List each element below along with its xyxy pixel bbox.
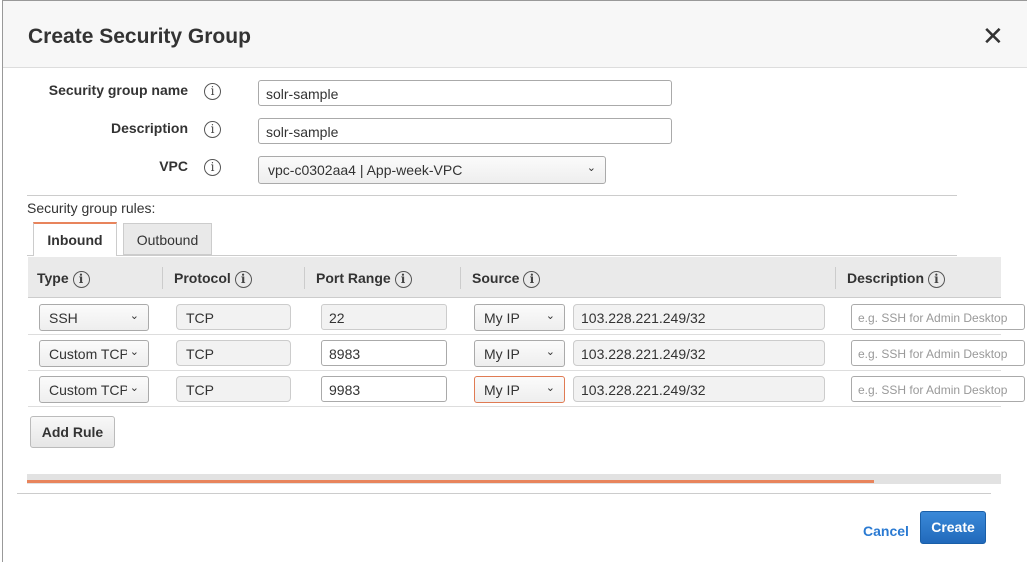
type-select[interactable]: Custom TCP Rule⌄ [39,376,149,403]
footer-divider [17,493,991,494]
name-label: Security group name [48,82,188,98]
dialog-title: Create Security Group [28,25,251,48]
table-header [28,257,1001,298]
tab-inbound[interactable]: Inbound [33,222,117,256]
tab-outbound[interactable]: Outbound [123,223,212,255]
type-value: SSH [49,310,78,326]
rules-label: Security group rules: [27,200,156,216]
create-button[interactable]: Create [920,511,986,544]
cancel-button[interactable]: Cancel [863,523,909,539]
column-separator [162,267,163,289]
chevron-down-icon: ⌄ [545,346,555,358]
vpc-value: vpc-c0302aa4 | App-week-VPC [268,162,463,178]
column-type: Type i [37,270,90,288]
info-icon[interactable]: i [72,271,90,288]
column-separator [835,267,836,289]
vpc-select[interactable]: vpc-c0302aa4 | App-week-VPC ⌄ [258,156,606,184]
row-divider [28,406,1001,407]
info-icon[interactable]: i [523,271,541,288]
info-icon[interactable]: i [204,121,221,138]
chevron-down-icon: ⌄ [129,382,139,394]
info-icon[interactable]: i [234,271,252,288]
type-value: Custom TCP Rule [49,382,127,398]
column-protocol: Protocol i [174,270,252,288]
protocol-field: TCP [176,304,291,330]
chevron-down-icon: ⌄ [586,162,596,174]
source-value: My IP [484,346,520,362]
scrollbar-thumb[interactable] [27,480,875,483]
type-value: Custom TCP Rule [49,346,127,362]
row-divider [28,370,1001,371]
column-separator [304,267,305,289]
source-select[interactable]: My IP ⌄ [474,340,565,367]
port-range-input[interactable]: 22 [321,304,447,330]
description-input[interactable]: e.g. SSH for Admin Desktop [851,376,1025,402]
description-input[interactable]: solr-sample [258,118,672,144]
source-cidr-input[interactable]: 103.228.221.249/32 [573,304,825,330]
horizontal-scrollbar[interactable] [27,474,1001,484]
source-cidr-input[interactable]: 103.228.221.249/32 [573,340,825,366]
chevron-down-icon: ⌄ [545,382,555,394]
source-cidr-input[interactable]: 103.228.221.249/32 [573,376,825,402]
info-icon[interactable]: i [204,83,221,100]
add-rule-button[interactable]: Add Rule [30,416,115,448]
column-source: Source i [472,270,541,288]
port-range-input[interactable]: 8983 [321,340,447,366]
dialog-header: Create Security Group ✕ [3,1,1027,68]
info-icon[interactable]: i [927,271,945,288]
description-label: Description [110,120,188,136]
type-select[interactable]: SSH ⌄ [39,304,149,331]
source-value: My IP [484,310,520,326]
type-select[interactable]: Custom TCP Rule⌄ [39,340,149,367]
info-icon[interactable]: i [394,271,412,288]
chevron-down-icon: ⌄ [129,346,139,358]
column-description: Description i [847,270,945,288]
column-port-range: Port Range i [316,270,412,288]
source-select[interactable]: My IP ⌄ [474,376,565,403]
column-separator [460,267,461,289]
close-icon[interactable]: ✕ [982,21,1004,51]
vpc-label: VPC [159,158,188,174]
chevron-down-icon: ⌄ [545,310,555,322]
protocol-field: TCP [176,376,291,402]
info-icon[interactable]: i [204,159,221,176]
description-input[interactable]: e.g. SSH for Admin Desktop [851,340,1025,366]
row-divider [28,334,1001,335]
source-value: My IP [484,382,520,398]
description-input[interactable]: e.g. SSH for Admin Desktop [851,304,1025,330]
protocol-field: TCP [176,340,291,366]
port-range-input[interactable]: 9983 [321,376,447,402]
source-select[interactable]: My IP ⌄ [474,304,565,331]
divider [27,195,957,196]
chevron-down-icon: ⌄ [129,310,139,322]
security-group-name-input[interactable]: solr-sample [258,80,672,106]
tab-divider [27,255,957,256]
